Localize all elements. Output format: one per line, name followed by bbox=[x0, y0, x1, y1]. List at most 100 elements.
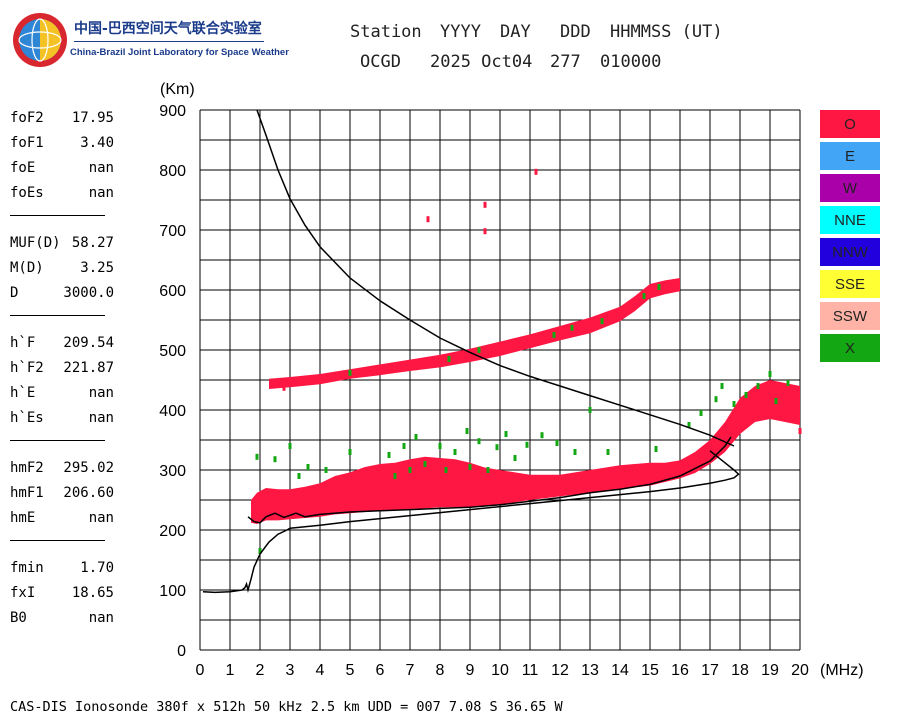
footer-info: CAS-DIS Ionosonde 380f x 512h 50 kHz 2.5… bbox=[10, 699, 563, 715]
param-value: nan bbox=[88, 510, 114, 526]
param-label: h`F2 bbox=[10, 360, 44, 376]
echo-point bbox=[552, 332, 556, 338]
echo-band bbox=[251, 380, 800, 524]
echo-point bbox=[786, 380, 790, 386]
echo-point bbox=[477, 347, 481, 353]
legend-label: NNE bbox=[834, 211, 866, 229]
header-value-time: 010000 bbox=[600, 52, 662, 72]
param-value: 3.40 bbox=[80, 135, 114, 151]
y-tick-label: 100 bbox=[159, 583, 186, 600]
echo-point bbox=[570, 324, 574, 331]
param-label: M(D) bbox=[10, 260, 44, 276]
logo-divider bbox=[74, 41, 264, 42]
echo-point bbox=[714, 396, 718, 403]
echo-point bbox=[348, 449, 352, 455]
echo-point bbox=[288, 443, 292, 449]
param-label: B0 bbox=[10, 610, 27, 626]
y-tick-label: 300 bbox=[159, 463, 186, 480]
echo-point bbox=[495, 444, 499, 451]
echo-point bbox=[465, 428, 469, 434]
echo-point bbox=[540, 432, 544, 439]
param-row: h`F 209.54 bbox=[10, 335, 140, 360]
y-tick-label: 500 bbox=[159, 343, 186, 360]
echo-point bbox=[798, 428, 802, 434]
x-tick-label: 11 bbox=[522, 662, 539, 679]
echo-point bbox=[438, 443, 442, 449]
param-value: 221.87 bbox=[63, 360, 114, 376]
param-row: h`E nan bbox=[10, 385, 140, 410]
x-tick-label: 14 bbox=[611, 662, 629, 679]
param-row: foF1 3.40 bbox=[10, 135, 140, 160]
echo-point bbox=[297, 473, 301, 479]
x-tick-label: 9 bbox=[466, 662, 475, 679]
echo-point bbox=[348, 369, 352, 376]
param-row: h`Es nan bbox=[10, 410, 140, 435]
ionogram-chart: 0 1 2 3 4 5 6 7 8 9 10 11 12 13 14 15 16 17 18 19 2001002003… bbox=[159, 81, 864, 679]
header-label-ddd: DDD bbox=[560, 22, 591, 42]
echo-point bbox=[324, 467, 328, 473]
x-tick-label: 6 bbox=[376, 662, 385, 679]
echo-point bbox=[486, 467, 490, 473]
param-divider bbox=[10, 440, 105, 441]
x-tick-label: 19 bbox=[761, 662, 779, 679]
y-axis-label: (Km) bbox=[160, 81, 195, 98]
echo-point bbox=[525, 441, 529, 448]
echo-point bbox=[534, 168, 538, 175]
header-value-doy: 277 bbox=[550, 52, 581, 72]
echo-band bbox=[269, 278, 680, 389]
param-row: h`F2 221.87 bbox=[10, 360, 140, 385]
param-value: 209.54 bbox=[63, 335, 114, 351]
echo-point bbox=[453, 449, 457, 455]
x-tick-label: 15 bbox=[641, 662, 659, 679]
legend-item-nne: NNE bbox=[820, 206, 880, 234]
echo-point bbox=[573, 449, 577, 455]
param-label: h`F bbox=[10, 335, 36, 351]
legend-item-e: E bbox=[820, 142, 880, 170]
echo-point bbox=[444, 467, 448, 473]
y-tick-label: 600 bbox=[159, 283, 186, 300]
param-label: h`E bbox=[10, 385, 36, 401]
profile-line bbox=[256, 109, 735, 447]
echo-point bbox=[408, 467, 412, 473]
echo-point bbox=[477, 438, 481, 445]
y-tick-label: 0 bbox=[177, 643, 186, 660]
x-tick-label: 10 bbox=[491, 662, 509, 679]
x-tick-label: 0 bbox=[196, 662, 205, 679]
legend-label: O bbox=[844, 115, 856, 133]
echo-point bbox=[426, 216, 430, 223]
echo-point bbox=[393, 473, 397, 479]
param-label: foF2 bbox=[10, 110, 44, 126]
echo-point bbox=[282, 384, 286, 391]
param-divider bbox=[10, 215, 105, 216]
echo-point bbox=[600, 318, 604, 325]
echo-point bbox=[423, 461, 427, 467]
x-tick-label: 8 bbox=[436, 662, 445, 679]
legend-label: SSE bbox=[834, 275, 865, 293]
x-axis-label: (MHz) bbox=[820, 662, 864, 679]
header-label-station: Station bbox=[350, 22, 422, 42]
x-tick-label: 18 bbox=[731, 662, 749, 679]
x-tick-label: 3 bbox=[286, 662, 295, 679]
param-row: foEs nan bbox=[10, 185, 140, 210]
header-label-day: DAY bbox=[500, 22, 531, 42]
param-row: foF2 17.95 bbox=[10, 110, 140, 135]
echo-point bbox=[387, 452, 391, 458]
legend-item-sse: SSE bbox=[820, 270, 880, 298]
echo-point bbox=[513, 455, 517, 461]
legend-item-nnw: NNW bbox=[820, 238, 880, 266]
param-value: 3000.0 bbox=[63, 285, 114, 301]
param-row: fmin 1.70 bbox=[10, 560, 140, 585]
param-value: 1.70 bbox=[80, 560, 114, 576]
echo-point bbox=[588, 407, 592, 413]
header-value-station: OCGD bbox=[360, 52, 401, 72]
echo-point bbox=[483, 201, 487, 208]
param-value: nan bbox=[88, 610, 114, 626]
echo-point bbox=[555, 440, 559, 446]
profile-line bbox=[202, 450, 740, 594]
echo-point bbox=[744, 392, 748, 398]
param-value: 3.25 bbox=[80, 260, 114, 276]
param-label: foEs bbox=[10, 185, 44, 201]
legend-item-x: X bbox=[820, 334, 880, 362]
param-label: foF1 bbox=[10, 135, 44, 151]
param-value: 206.60 bbox=[63, 485, 114, 501]
